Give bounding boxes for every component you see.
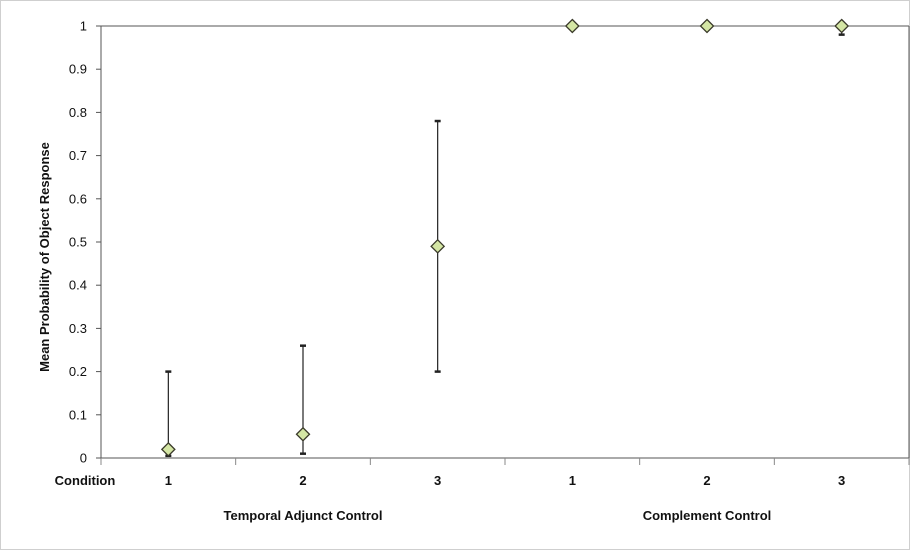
group-label: Temporal Adjunct Control [224, 508, 383, 523]
data-points [162, 20, 848, 456]
data-point [162, 443, 175, 456]
y-tick-label: 0.5 [69, 235, 87, 250]
y-tick-label: 0.2 [69, 364, 87, 379]
x-tick-label: 2 [299, 473, 306, 488]
group-labels: Temporal Adjunct Control Complement Contr… [224, 508, 772, 523]
x-tick-label: 3 [838, 473, 845, 488]
y-tick-label: 0.1 [69, 407, 87, 422]
error-bars [165, 26, 844, 456]
y-tick-labels: 0 0.1 0.2 0.3 0.4 0.5 0.6 0.7 0.8 0.9 1 [69, 19, 87, 466]
y-tick-label: 0 [80, 451, 87, 466]
condition-row-label: Condition [55, 473, 116, 488]
data-point [701, 20, 714, 33]
y-tick-label: 0.3 [69, 321, 87, 336]
x-tick-label: 1 [165, 473, 172, 488]
y-axis-title: Mean Probability of Object Response [37, 142, 52, 372]
x-tick-label: 1 [569, 473, 576, 488]
y-tick-label: 0.4 [69, 278, 87, 293]
data-point [431, 240, 444, 253]
y-tick-label: 1 [80, 19, 87, 34]
y-tick-label: 0.7 [69, 148, 87, 163]
y-tick-label: 0.9 [69, 62, 87, 77]
x-tick-labels: 1 2 3 1 2 3 [165, 473, 846, 488]
y-tick-label: 0.8 [69, 105, 87, 120]
data-point [835, 20, 848, 33]
data-point [297, 428, 310, 441]
y-tick-label: 0.6 [69, 191, 87, 206]
axes [96, 26, 909, 465]
data-point [566, 20, 579, 33]
x-tick-label: 2 [703, 473, 710, 488]
x-tick-label: 3 [434, 473, 441, 488]
group-label: Complement Control [643, 508, 772, 523]
